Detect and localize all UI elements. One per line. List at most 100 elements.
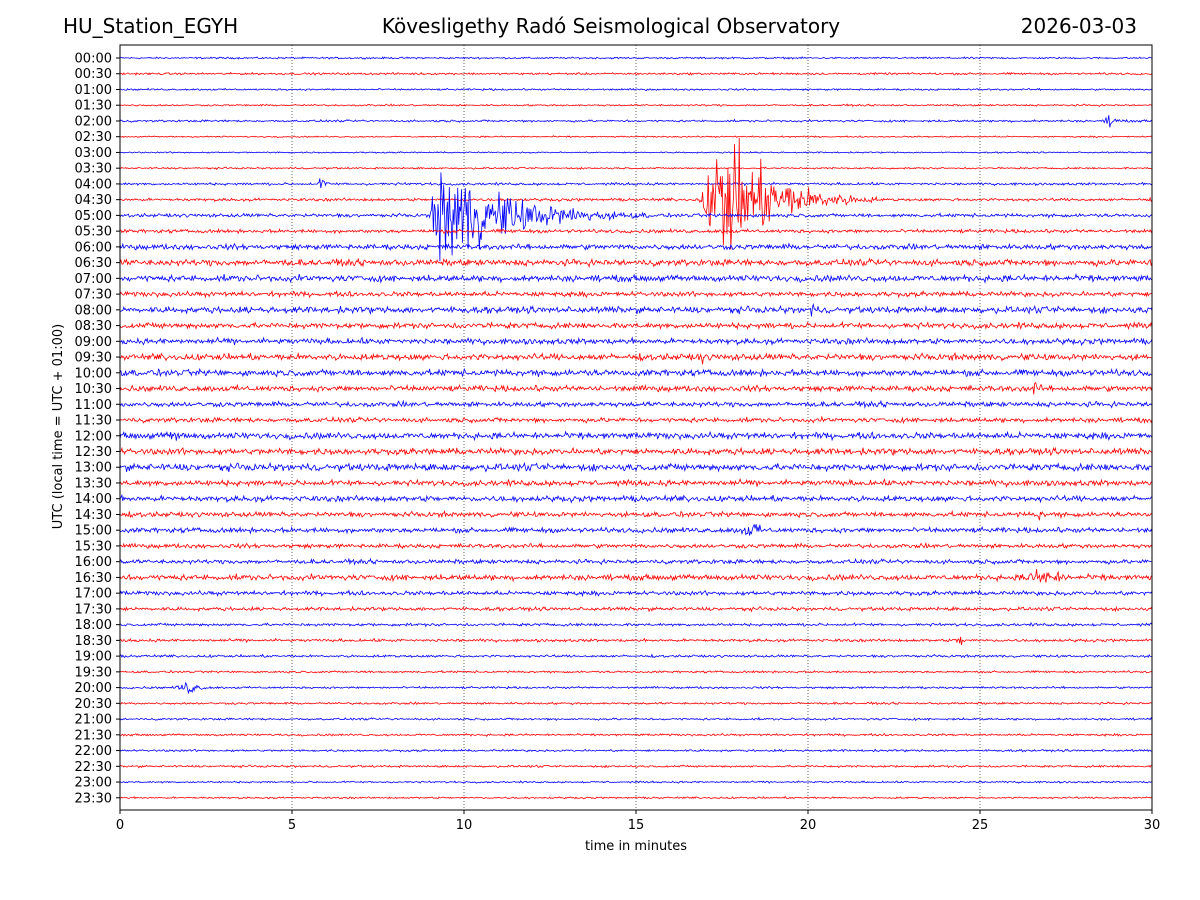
x-tick-label: 30 <box>1144 818 1161 833</box>
y-tick-label: 17:00 <box>75 587 112 602</box>
grid-lines <box>291 45 981 810</box>
trace-0630 <box>119 257 1153 269</box>
y-tick-label: 03:00 <box>75 146 112 161</box>
y-tick-label: 00:00 <box>75 52 112 67</box>
y-tick-label: 11:30 <box>75 414 112 429</box>
trace-0230 <box>119 135 1153 139</box>
trace-1500 <box>119 523 1153 536</box>
y-tick-label: 20:00 <box>75 681 112 696</box>
trace-0730 <box>119 289 1153 299</box>
y-tick-label: 02:00 <box>75 114 112 129</box>
y-tick-label: 23:30 <box>75 791 112 806</box>
x-axis-ticks: 0 5 10 15 20 25 30 <box>116 810 1160 833</box>
y-tick-label: 13:30 <box>75 476 112 491</box>
y-tick-label: 13:00 <box>75 461 112 476</box>
trace-2000 <box>119 681 1153 695</box>
trace-1900 <box>119 653 1153 659</box>
trace-2100 <box>119 716 1153 722</box>
x-tick-label: 10 <box>456 818 473 833</box>
trace-1130 <box>119 415 1153 425</box>
y-tick-label: 09:30 <box>75 351 112 366</box>
trace-1530 <box>119 541 1153 550</box>
y-tick-label: 22:00 <box>75 744 112 759</box>
y-tick-label: 05:30 <box>75 225 112 240</box>
trace-1200 <box>119 430 1153 442</box>
y-tick-label: 21:30 <box>75 728 112 743</box>
trace-2130 <box>119 732 1153 737</box>
trace-2200 <box>119 748 1153 753</box>
trace-1400 <box>119 493 1153 504</box>
y-tick-label: 00:30 <box>75 67 112 82</box>
trace-0700 <box>119 272 1153 284</box>
y-tick-label: 10:30 <box>75 382 112 397</box>
trace-0830 <box>119 320 1153 331</box>
y-tick-label: 19:30 <box>75 665 112 680</box>
y-tick-label: 01:00 <box>75 83 112 98</box>
x-tick-label: 25 <box>972 818 989 833</box>
y-tick-label: 18:30 <box>75 634 112 649</box>
y-tick-label: 15:00 <box>75 524 112 539</box>
trace-0130 <box>119 103 1153 107</box>
y-tick-label: 18:00 <box>75 618 112 633</box>
y-axis-ticks: 00:0000:3001:0001:3002:0002:3003:0003:30… <box>75 52 120 806</box>
y-tick-label: 02:30 <box>75 130 112 145</box>
x-tick-label: 20 <box>800 818 817 833</box>
y-tick-label: 12:30 <box>75 445 112 460</box>
trace-2330 <box>119 795 1153 800</box>
trace-0000 <box>119 56 1153 60</box>
y-tick-label: 11:00 <box>75 398 112 413</box>
trace-1930 <box>120 669 1153 674</box>
trace-0800 <box>119 302 1153 317</box>
trace-1600 <box>119 557 1153 566</box>
trace-1800 <box>119 621 1153 628</box>
y-tick-label: 09:00 <box>75 335 112 350</box>
y-tick-label: 17:30 <box>75 602 112 617</box>
y-tick-label: 06:30 <box>75 256 112 271</box>
trace-0430 <box>119 137 1153 250</box>
trace-1430 <box>119 509 1153 521</box>
observatory-title: Kövesligethy Radó Seismological Observat… <box>381 14 841 38</box>
trace-1230 <box>119 446 1153 457</box>
trace-0530 <box>119 227 1153 235</box>
trace-0600 <box>119 242 1153 252</box>
y-tick-label: 08:30 <box>75 319 112 334</box>
trace-1300 <box>119 461 1153 473</box>
trace-1000 <box>119 367 1153 378</box>
trace-0500 <box>119 172 1153 262</box>
y-tick-label: 14:00 <box>75 492 112 507</box>
y-tick-label: 06:00 <box>75 240 112 255</box>
date-title: 2026-03-03 <box>1020 14 1137 38</box>
trace-0400 <box>119 178 1153 189</box>
trace-0300 <box>119 150 1153 155</box>
y-tick-label: 15:30 <box>75 539 112 554</box>
y-axis-label: UTC (local time = UTC + 01:00) <box>51 324 66 529</box>
station-title: HU_Station_EGYH <box>63 14 239 38</box>
trace-0100 <box>119 87 1153 92</box>
trace-0900 <box>119 336 1153 347</box>
y-tick-label: 04:30 <box>75 193 112 208</box>
trace-1700 <box>119 589 1153 598</box>
trace-2230 <box>119 764 1153 769</box>
trace-1030 <box>119 381 1153 395</box>
y-tick-label: 07:30 <box>75 288 112 303</box>
x-tick-label: 0 <box>116 818 124 833</box>
trace-0330 <box>119 166 1153 171</box>
trace-1100 <box>119 399 1153 409</box>
trace-0030 <box>119 71 1153 76</box>
x-axis-label: time in minutes <box>585 839 687 854</box>
y-tick-label: 10:00 <box>75 366 112 381</box>
trace-1830 <box>119 636 1153 645</box>
y-tick-label: 22:30 <box>75 760 112 775</box>
y-tick-label: 03:30 <box>75 162 112 177</box>
seismogram-traces <box>119 56 1153 800</box>
trace-0930 <box>119 351 1152 365</box>
y-tick-label: 04:00 <box>75 177 112 192</box>
x-tick-label: 5 <box>288 818 296 833</box>
y-tick-label: 05:00 <box>75 209 112 224</box>
y-tick-label: 19:00 <box>75 650 112 665</box>
y-tick-label: 20:30 <box>75 697 112 712</box>
trace-1730 <box>119 605 1153 613</box>
trace-2300 <box>119 780 1153 784</box>
y-tick-label: 07:00 <box>75 272 112 287</box>
